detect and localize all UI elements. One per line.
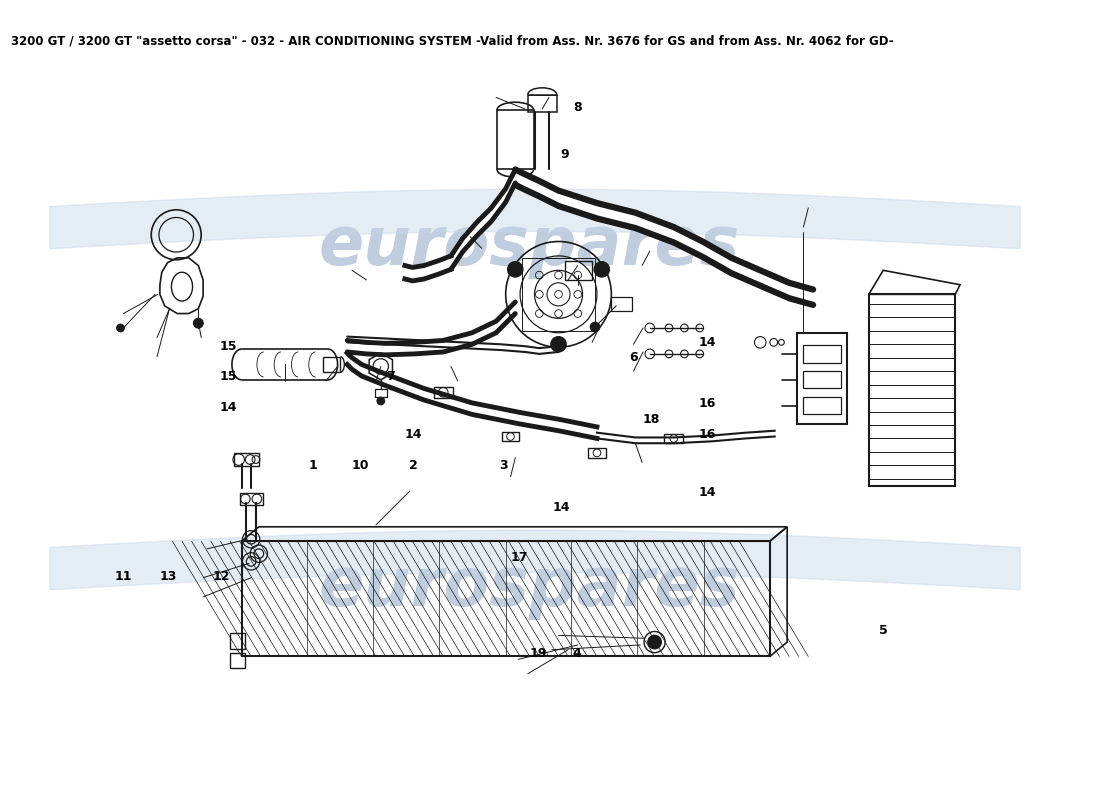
Text: eurospares: eurospares [319,214,740,279]
Circle shape [194,318,204,328]
Bar [565,261,592,280]
Bar [588,448,606,458]
Bar [497,110,534,170]
Text: 17: 17 [510,551,528,564]
Bar [528,94,557,112]
Text: 2: 2 [409,459,418,472]
Text: 11: 11 [114,570,132,583]
Text: 14: 14 [220,401,238,414]
Circle shape [594,262,609,277]
Text: 18: 18 [642,413,660,426]
Bar [502,432,519,442]
Bar [869,294,955,486]
Text: 14: 14 [698,486,716,498]
Bar [803,397,840,414]
Text: 19: 19 [529,647,547,660]
Bar [240,493,263,505]
Text: 12: 12 [212,570,230,583]
Text: 10: 10 [352,459,370,472]
Bar [796,333,847,424]
Circle shape [648,635,661,649]
Text: 1: 1 [309,459,318,472]
Bar [230,653,245,668]
Text: 6: 6 [629,351,638,364]
Text: 5: 5 [879,624,888,637]
Circle shape [507,262,522,277]
Text: 7: 7 [386,370,395,383]
Text: 14: 14 [552,501,570,514]
Circle shape [591,322,600,332]
Text: 15: 15 [220,340,238,353]
Text: 14: 14 [698,336,716,349]
Bar [323,357,341,372]
Bar [375,390,386,397]
Text: eurospares: eurospares [319,554,740,620]
Bar [803,371,840,389]
Text: 16: 16 [698,428,716,441]
Text: 4: 4 [573,647,582,660]
Bar [234,453,258,466]
Bar [612,298,632,310]
Text: 15: 15 [220,370,238,383]
Text: 9: 9 [560,147,569,161]
Circle shape [377,397,385,405]
Bar [230,634,245,649]
Text: 14: 14 [405,428,422,441]
Text: 8: 8 [573,102,582,114]
Text: 16: 16 [698,398,716,410]
Text: 13: 13 [160,570,177,583]
Bar [242,542,770,657]
Bar [664,434,683,443]
Bar [433,386,453,398]
Bar [522,258,595,331]
Circle shape [117,324,124,332]
Text: 3200 GT / 3200 GT "assetto corsa" - 032 - AIR CONDITIONING SYSTEM -Valid from As: 3200 GT / 3200 GT "assetto corsa" - 032 … [11,35,893,48]
Bar [803,346,840,362]
Circle shape [551,337,566,352]
Text: 3: 3 [499,459,507,472]
